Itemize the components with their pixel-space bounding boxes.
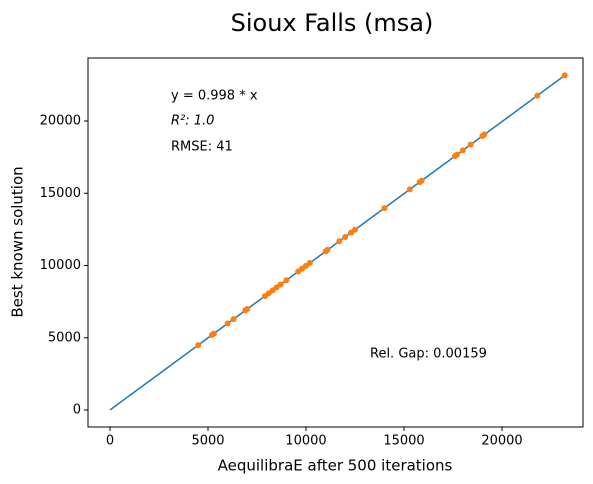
point — [459, 147, 466, 154]
point — [418, 177, 425, 184]
plot-frame — [87, 57, 584, 428]
annotation: y = 0.998 * x — [171, 89, 258, 104]
point — [195, 342, 202, 349]
y-tick-label: 20000 — [40, 114, 81, 129]
point — [481, 131, 488, 138]
point — [336, 238, 343, 245]
point — [561, 72, 568, 79]
y-tick-label: 10000 — [40, 258, 81, 273]
x-tick-label: 20000 — [481, 434, 522, 449]
point — [453, 151, 460, 158]
y-tick-label: 5000 — [48, 330, 81, 345]
point — [306, 259, 313, 266]
point — [324, 246, 331, 253]
x-tick-label: 0 — [106, 434, 114, 449]
y-tick-label: 15000 — [40, 186, 81, 201]
point — [283, 277, 290, 284]
point — [224, 320, 231, 327]
point — [406, 186, 413, 193]
x-tick-label: 15000 — [383, 434, 424, 449]
y-axis-label: Best known solution — [9, 166, 27, 317]
point — [244, 306, 251, 313]
x-tick-label: 10000 — [285, 434, 326, 449]
point — [467, 141, 474, 148]
y-tick-label: 0 — [73, 403, 81, 418]
point — [230, 316, 237, 323]
point — [277, 281, 284, 288]
annotation: RMSE: 41 — [171, 140, 233, 155]
point — [342, 233, 349, 240]
x-axis-label: AequilibraE after 500 iterations — [218, 457, 453, 475]
annotation: Rel. Gap: 0.00159 — [370, 347, 487, 362]
annotation: R²: 1.0 — [171, 114, 214, 129]
chart-title: Sioux Falls (msa) — [231, 9, 434, 37]
x-tick-label: 5000 — [191, 434, 224, 449]
point — [534, 92, 541, 99]
point — [210, 330, 217, 337]
point — [351, 226, 358, 233]
point — [381, 205, 388, 212]
